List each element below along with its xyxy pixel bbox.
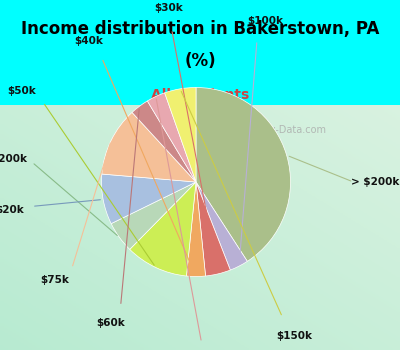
Wedge shape — [130, 182, 196, 276]
Wedge shape — [132, 101, 196, 182]
Text: > $200k: > $200k — [351, 177, 399, 187]
Text: $100k: $100k — [247, 16, 283, 26]
Text: $200k: $200k — [0, 154, 28, 164]
Wedge shape — [111, 182, 196, 250]
Text: $50k: $50k — [8, 86, 36, 96]
Text: $20k: $20k — [0, 205, 24, 215]
Wedge shape — [186, 182, 206, 276]
Text: $75k: $75k — [40, 275, 69, 285]
Wedge shape — [147, 93, 196, 182]
Text: City-Data.com: City-Data.com — [250, 125, 326, 134]
Text: $60k: $60k — [96, 318, 125, 328]
Wedge shape — [196, 88, 290, 261]
Text: All residents: All residents — [151, 88, 249, 102]
Text: $40k: $40k — [74, 36, 103, 46]
Text: $30k: $30k — [154, 3, 183, 13]
Wedge shape — [165, 88, 196, 182]
Text: (%): (%) — [184, 52, 216, 70]
Wedge shape — [196, 182, 247, 270]
Wedge shape — [102, 174, 196, 224]
Text: Income distribution in Bakerstown, PA: Income distribution in Bakerstown, PA — [21, 20, 379, 38]
Wedge shape — [196, 182, 230, 276]
Wedge shape — [102, 112, 196, 182]
Text: $150k: $150k — [276, 331, 312, 341]
